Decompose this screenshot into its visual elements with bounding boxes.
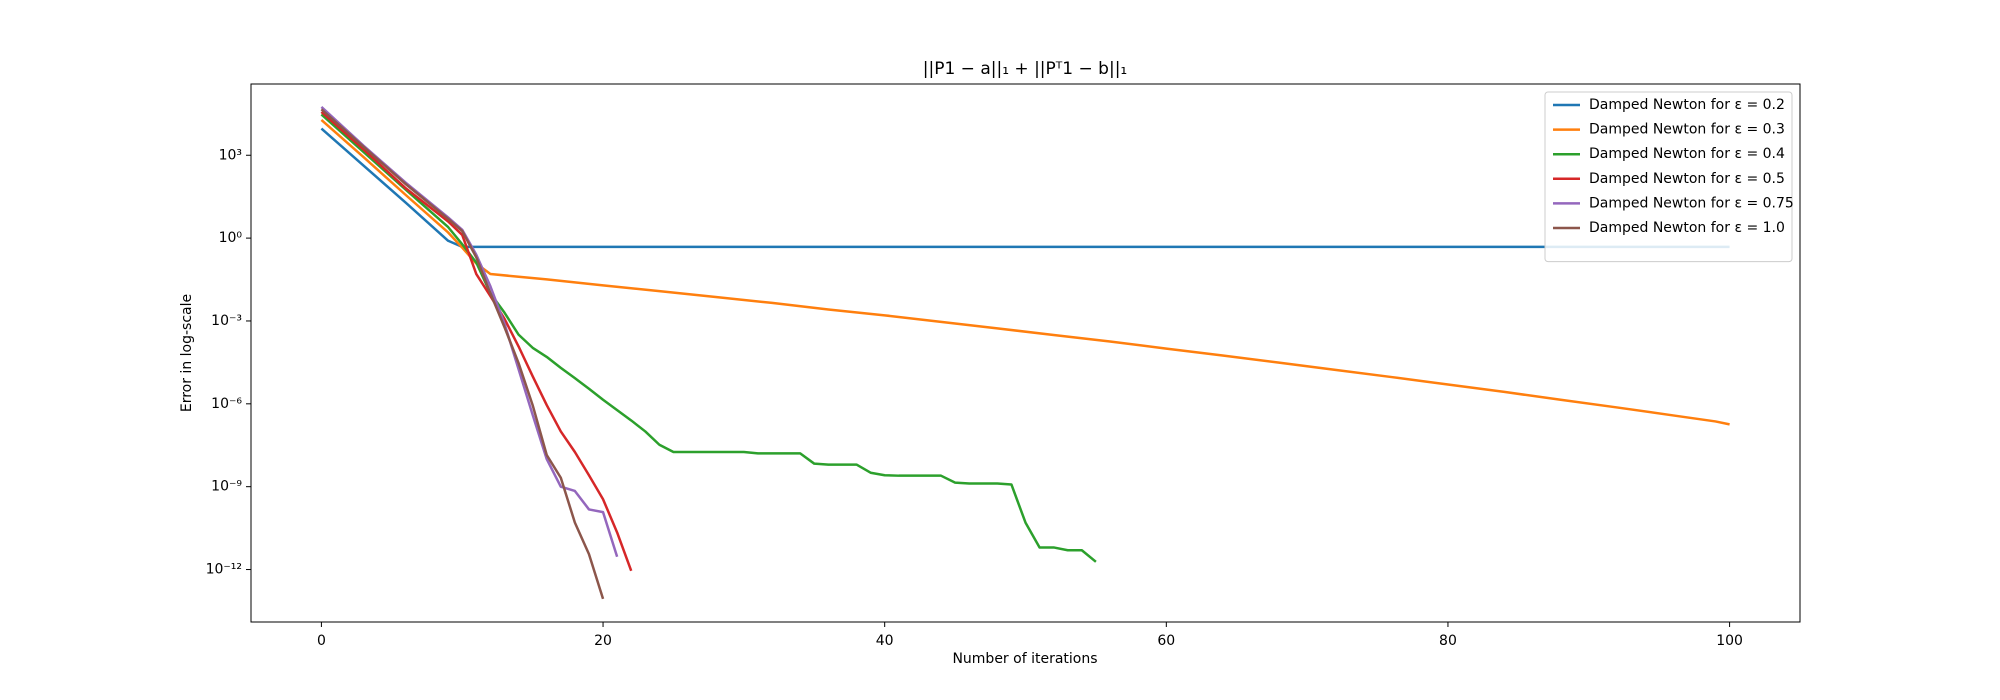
y-tick-label: 10⁻⁶: [211, 396, 242, 412]
y-tick-label: 10⁻¹²: [206, 562, 242, 578]
legend-label: Damped Newton for ε = 0.4: [1589, 146, 1785, 162]
legend-label: Damped Newton for ε = 0.5: [1589, 171, 1785, 187]
x-tick-label: 40: [876, 633, 894, 649]
y-axis-label: Error in log-scale: [179, 294, 195, 412]
x-tick-label: 80: [1439, 633, 1457, 649]
y-tick-label: 10³: [219, 147, 242, 163]
plot-frame: [250, 83, 1801, 623]
y-tick-label: 10⁰: [219, 230, 243, 246]
x-axis-label: Number of iterations: [952, 651, 1097, 667]
legend-label: Damped Newton for ε = 1.0: [1589, 220, 1785, 236]
x-tick-label: 100: [1716, 633, 1743, 649]
x-tick-label: 0: [317, 633, 326, 649]
legend-box: [1544, 91, 1793, 263]
legend-label: Damped Newton for ε = 0.3: [1589, 122, 1785, 138]
chart-title: ||P1 − a||₁ + ||Pᵀ1 − b||₁: [923, 59, 1128, 79]
y-tick-label: 10⁻⁹: [211, 479, 242, 495]
legend-label: Damped Newton for ε = 0.75: [1589, 195, 1794, 211]
series-line: [320, 108, 605, 600]
y-tick-label: 10⁻³: [211, 313, 242, 329]
x-tick-label: 60: [1157, 633, 1175, 649]
series-line: [320, 106, 619, 558]
series-line: [320, 111, 633, 572]
series-line: [320, 113, 1097, 563]
legend-label: Damped Newton for ε = 0.2: [1589, 97, 1785, 113]
x-tick-label: 20: [594, 633, 612, 649]
series-line: [320, 127, 1730, 249]
